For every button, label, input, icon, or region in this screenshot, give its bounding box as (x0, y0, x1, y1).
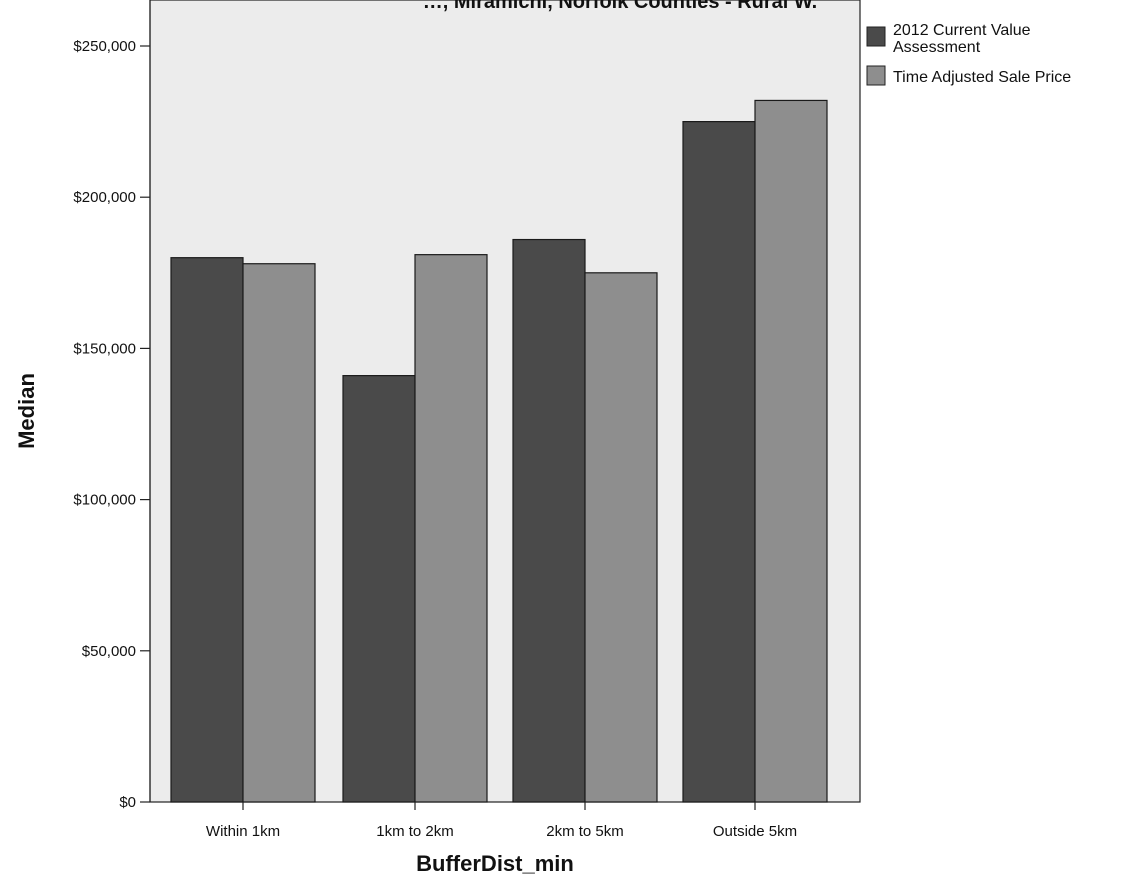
bar-tasp-2 (584, 272, 658, 803)
y-axis-title: Median (14, 373, 39, 449)
y-tick-label: $50,000 (82, 643, 136, 660)
bar-cva-0 (170, 257, 244, 803)
y-tick-label: $100,000 (73, 492, 136, 509)
x-category-label: 1km to 2km (376, 823, 454, 840)
y-axis: $0 $50,000 $100,000 $150,000 $200,000 $250,00… (73, 0, 151, 811)
x-category-label: Outside 5km (713, 823, 797, 840)
bar-cva-1 (342, 375, 416, 803)
x-axis: Within 1km 1km to 2km 2km to 5km Outside 5k… (206, 802, 797, 840)
bar-tasp-3 (754, 99, 828, 803)
legend-label-tasp: Time Adjusted Sale Price (893, 69, 1071, 86)
legend: 2012 Current Value Assessment Time Adjus… (866, 22, 1071, 86)
x-category-label: 2km to 5km (546, 823, 624, 840)
chart-title: …, Miramichi, Norfolk Counties - Rural W… (423, 0, 817, 13)
x-category-label: Within 1km (206, 823, 280, 840)
y-tick-label: $250,000 (73, 38, 136, 55)
bar-tasp-0 (242, 263, 316, 803)
x-axis-title: BufferDist_min (416, 851, 574, 876)
y-tick-label: $150,000 (73, 340, 136, 357)
legend-swatch-tasp (866, 65, 886, 86)
legend-swatch-cva (866, 26, 886, 47)
y-tick-label: $0 (119, 794, 136, 811)
bars-layer (170, 99, 828, 803)
bar-cva-2 (512, 238, 586, 803)
bar-cva-3 (682, 120, 756, 803)
legend-label-cva: 2012 Current Value Assessment (893, 22, 1035, 56)
y-tick-label: $200,000 (73, 189, 136, 206)
bar-tasp-1 (414, 254, 488, 803)
